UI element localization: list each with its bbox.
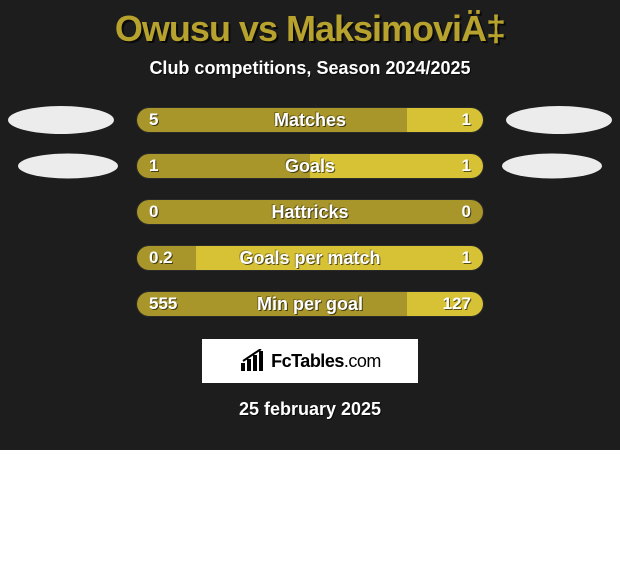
stat-bar-left-segment xyxy=(137,200,483,224)
stat-row: Goals11 xyxy=(0,153,620,179)
stat-row: Hattricks00 xyxy=(0,199,620,225)
fctables-logo[interactable]: FcTables.com xyxy=(202,339,418,383)
stat-bar: Goals per match0.21 xyxy=(136,245,484,271)
stat-bar-right-segment xyxy=(196,246,483,270)
logo-text-suffix: .com xyxy=(344,351,381,371)
stat-bar-right-segment xyxy=(310,154,483,178)
stat-bar: Matches51 xyxy=(136,107,484,133)
stat-bar-right-segment xyxy=(407,108,483,132)
stat-bar-left-segment xyxy=(137,292,407,316)
stats-rows: Matches51 Goals11 Hattricks00 Goals per mat… xyxy=(0,107,620,317)
logo-text: FcTables.com xyxy=(271,351,381,372)
page-title: Owusu vs MaksimoviÄ‡ xyxy=(115,8,505,50)
stat-bar-right-segment xyxy=(407,292,483,316)
stat-row: Goals per match0.21 xyxy=(0,245,620,271)
player-right-ellipse xyxy=(506,106,612,134)
date-label: 25 february 2025 xyxy=(239,399,381,420)
stat-row: Matches51 xyxy=(0,107,620,133)
comparison-card: Owusu vs MaksimoviÄ‡ Club competitions, … xyxy=(0,0,620,450)
stat-bar: Hattricks00 xyxy=(136,199,484,225)
chart-icon xyxy=(239,349,265,373)
logo-text-main: FcTables xyxy=(271,351,344,371)
stat-bar-left-segment xyxy=(137,108,407,132)
stat-bar: Min per goal555127 xyxy=(136,291,484,317)
stat-row: Min per goal555127 xyxy=(0,291,620,317)
player-left-ellipse xyxy=(8,106,114,134)
player-right-ellipse xyxy=(502,154,602,179)
player-left-ellipse xyxy=(18,154,118,179)
page-subtitle: Club competitions, Season 2024/2025 xyxy=(149,58,470,79)
stat-bar-left-segment xyxy=(137,154,310,178)
stat-bar-left-segment xyxy=(137,246,196,270)
stat-bar: Goals11 xyxy=(136,153,484,179)
